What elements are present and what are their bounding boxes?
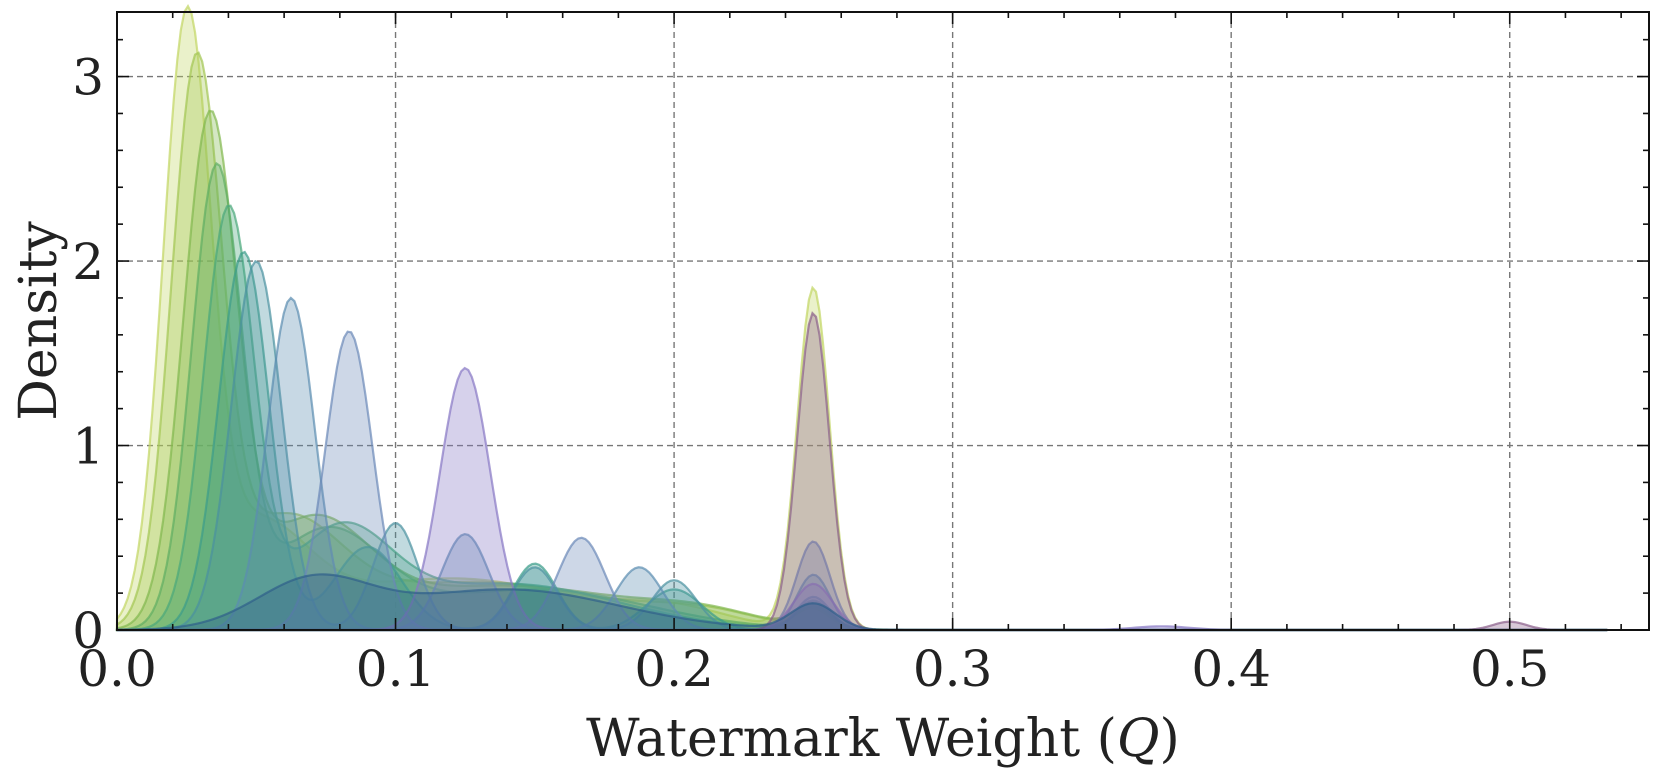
density-series (115, 3, 1608, 632)
y-axis-label: Density (9, 221, 69, 421)
density-series-12 (115, 573, 1608, 632)
y-tick-label: 0 (72, 602, 104, 660)
y-tick-label: 1 (72, 418, 104, 476)
axis-ticks (116, 12, 1649, 631)
x-tick-label: 0.5 (1470, 640, 1550, 698)
y-tick-label: 3 (72, 49, 104, 107)
y-tick-label: 2 (72, 233, 104, 291)
x-tick-label: 0.4 (1191, 640, 1271, 698)
x-axis-label: Watermark Weight (Q) (586, 709, 1180, 769)
plot-frame (116, 11, 1650, 631)
x-tick-label: 0.3 (913, 640, 993, 698)
tick-labels: 0.0 0.1 0.2 0.3 0.4 0.5 0 1 2 3 (72, 49, 1549, 698)
x-tick-label: 0.1 (356, 640, 436, 698)
x-tick-label: 0.0 (77, 640, 157, 698)
x-tick-label: 0.2 (634, 640, 714, 698)
